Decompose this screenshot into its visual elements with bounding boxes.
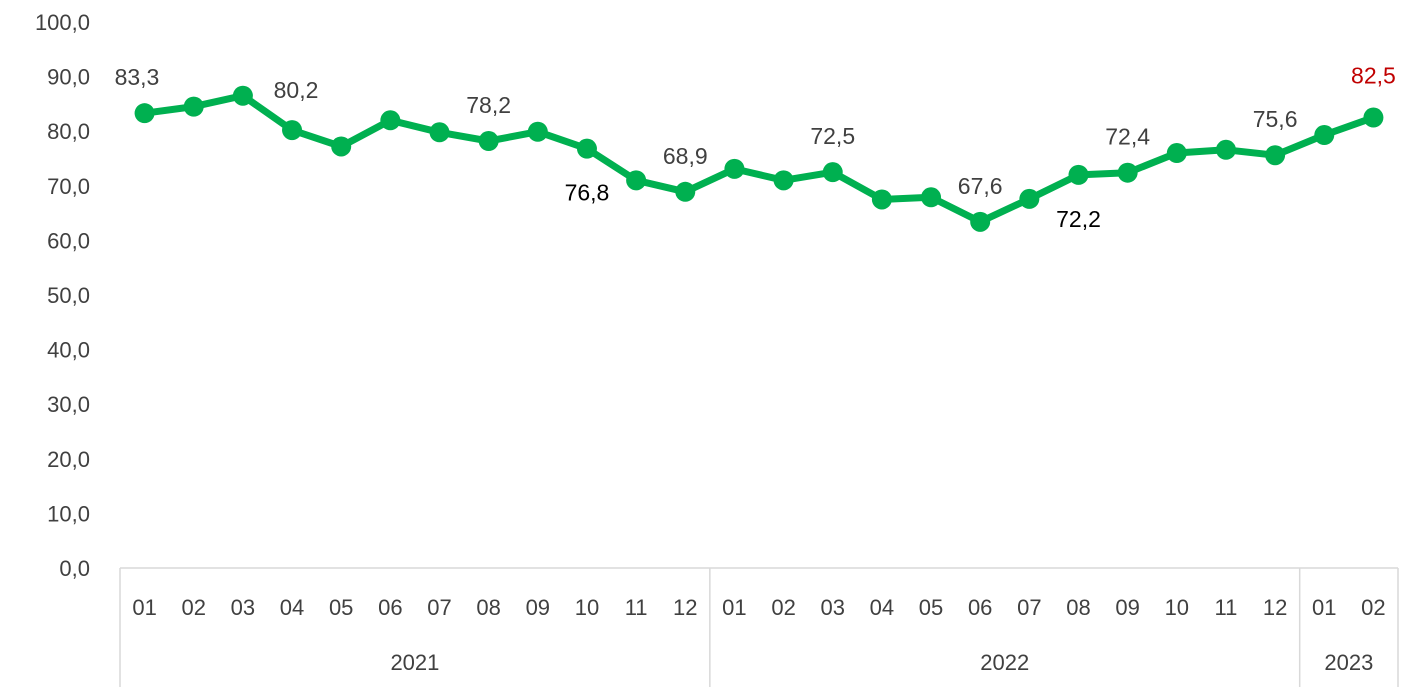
data-point (1019, 188, 1040, 209)
series-line (141, 92, 1377, 226)
data-point (429, 122, 450, 143)
x-tick-label: 04 (870, 595, 894, 620)
x-tick-label: 05 (329, 595, 353, 620)
x-tick-label: 08 (1066, 595, 1090, 620)
data-point (1363, 107, 1384, 128)
data-label: 82,5 (1351, 63, 1396, 89)
x-tick-label: 12 (673, 595, 697, 620)
data-point (232, 85, 253, 106)
data-point (921, 187, 942, 208)
data-label: 75,6 (1253, 106, 1298, 132)
x-tick-label: 10 (575, 595, 599, 620)
x-tick-label: 04 (280, 595, 304, 620)
data-label: 67,6 (958, 173, 1003, 199)
x-tick-label: 01 (1312, 595, 1336, 620)
x-tick-label: 07 (427, 595, 451, 620)
data-point (1068, 164, 1089, 185)
data-label: 83,3 (115, 64, 160, 90)
y-tick-label: 60,0 (47, 228, 90, 253)
y-tick-label: 20,0 (47, 447, 90, 472)
x-tick-label: 01 (132, 595, 156, 620)
data-point (822, 162, 843, 183)
y-tick-label: 50,0 (47, 283, 90, 308)
data-point (1117, 162, 1138, 183)
y-tick-label: 0,0 (59, 556, 90, 581)
year-group-label: 2023 (1324, 650, 1373, 675)
data-point (626, 170, 647, 191)
y-tick-label: 30,0 (47, 392, 90, 417)
data-label: 68,9 (663, 143, 708, 169)
x-tick-label: 09 (1115, 595, 1139, 620)
data-point (970, 211, 991, 232)
x-tick-label: 01 (722, 595, 746, 620)
data-point (282, 120, 303, 141)
data-point (134, 103, 155, 124)
x-tick-label: 11 (625, 595, 648, 620)
x-tick-label: 03 (231, 595, 255, 620)
x-tick-label: 09 (526, 595, 550, 620)
x-tick-label: 08 (476, 595, 500, 620)
x-tick-label: 07 (1017, 595, 1041, 620)
data-point (1215, 139, 1236, 160)
data-point (527, 121, 548, 142)
data-point (380, 110, 401, 131)
y-tick-label: 10,0 (47, 501, 90, 526)
x-tick-label: 11 (1215, 595, 1238, 620)
year-group-label: 2021 (390, 650, 439, 675)
data-point (724, 158, 745, 179)
data-point (1265, 145, 1286, 166)
y-tick-label: 90,0 (47, 65, 90, 90)
data-label: 80,2 (274, 77, 319, 103)
x-tick-label: 02 (181, 595, 205, 620)
data-point (675, 181, 696, 202)
data-point (478, 131, 499, 152)
series-line-group (134, 85, 1384, 232)
x-tick-label: 06 (378, 595, 402, 620)
x-tick-label: 06 (968, 595, 992, 620)
data-point (773, 170, 794, 191)
data-label: 72,2 (1056, 206, 1101, 232)
data-label: 78,2 (466, 92, 511, 118)
y-tick-label: 100,0 (35, 10, 90, 35)
data-point (331, 136, 352, 157)
y-tick-label: 70,0 (47, 174, 90, 199)
data-label: 76,8 (565, 180, 610, 206)
x-tick-label: 12 (1263, 595, 1287, 620)
data-point (183, 96, 204, 117)
data-point (871, 189, 892, 210)
data-label: 72,4 (1105, 124, 1150, 150)
x-tick-label: 02 (771, 595, 795, 620)
y-axis: 0,0 10,0 20,0 30,0 40,0 50,0 60,0 70,0 80,0 90,0 1… (35, 10, 90, 581)
year-group-label: 2022 (980, 650, 1029, 675)
x-tick-label: 05 (919, 595, 943, 620)
x-tick-label: 10 (1165, 595, 1189, 620)
y-tick-label: 40,0 (47, 338, 90, 363)
x-tick-label: 03 (820, 595, 844, 620)
data-labels: 83,3 80,2 78,2 76,8 68,9 72,5 67,6 72,2 72,4 75,6… (115, 63, 1396, 232)
data-label: 72,5 (810, 123, 855, 149)
data-point (576, 138, 597, 159)
x-axis: 01 02 03 04 05 06 07 08 09 10 11 12 01 02 03 04 05 06 07 08… (119, 567, 1399, 687)
data-point (1314, 125, 1335, 146)
y-tick-label: 80,0 (47, 119, 90, 144)
data-point (1166, 143, 1187, 164)
x-tick-label: 02 (1361, 595, 1385, 620)
